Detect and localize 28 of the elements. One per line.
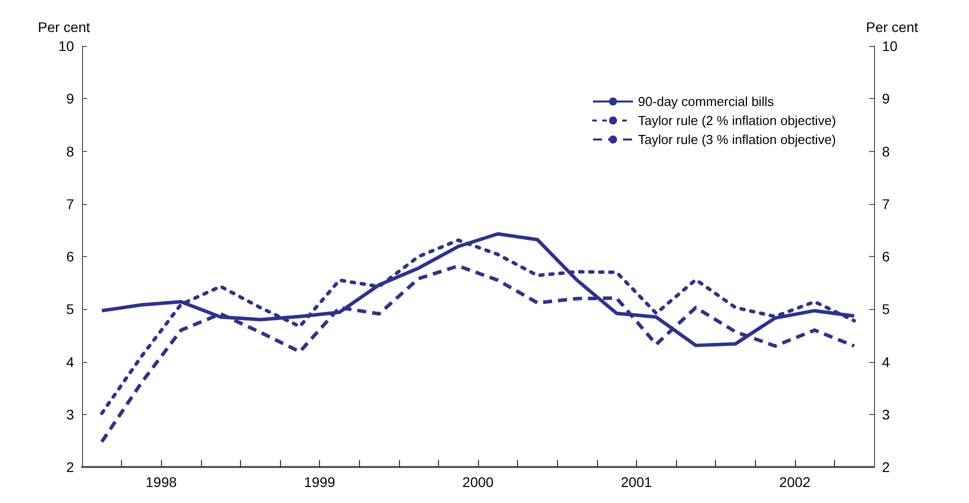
y2-tick-label: 5 [882, 301, 890, 318]
y-tick-label: 3 [66, 406, 74, 422]
y2-tick-label: 8 [882, 143, 890, 160]
legend-label: Taylor rule (2 % inflation objective) [638, 113, 836, 128]
x-tick-label: 1998 [146, 474, 177, 490]
y2-axis-title: Per cent [866, 19, 918, 35]
y-tick-label: 8 [66, 143, 74, 160]
y2-tick-label: 2 [882, 459, 890, 475]
x-tick-label: 2002 [779, 474, 811, 490]
x-tick-label: 2001 [620, 474, 652, 490]
y2-tick-label: 9 [882, 90, 890, 107]
y-tick-label: 4 [66, 354, 74, 370]
y2-tick-label: 7 [882, 196, 890, 212]
y-tick-label: 2 [66, 459, 74, 475]
y-tick-label: 10 [58, 38, 74, 54]
y2-tick-label: 10 [882, 38, 898, 54]
legend-label: 90-day commercial bills [638, 94, 774, 109]
y-axis-title: Per cent [38, 19, 90, 35]
y-tick-label: 7 [66, 196, 74, 212]
y2-tick-label: 6 [882, 248, 890, 264]
y-tick-label: 9 [66, 90, 74, 107]
y-tick-label: 5 [66, 301, 74, 318]
y2-tick-label: 3 [882, 406, 890, 422]
y-tick-label: 6 [66, 248, 74, 264]
y2-tick-label: 4 [882, 354, 890, 370]
x-tick-label: 2000 [462, 474, 494, 490]
x-tick-label: 1999 [304, 474, 336, 490]
legend-label: Taylor rule (3 % inflation objective) [638, 132, 836, 147]
